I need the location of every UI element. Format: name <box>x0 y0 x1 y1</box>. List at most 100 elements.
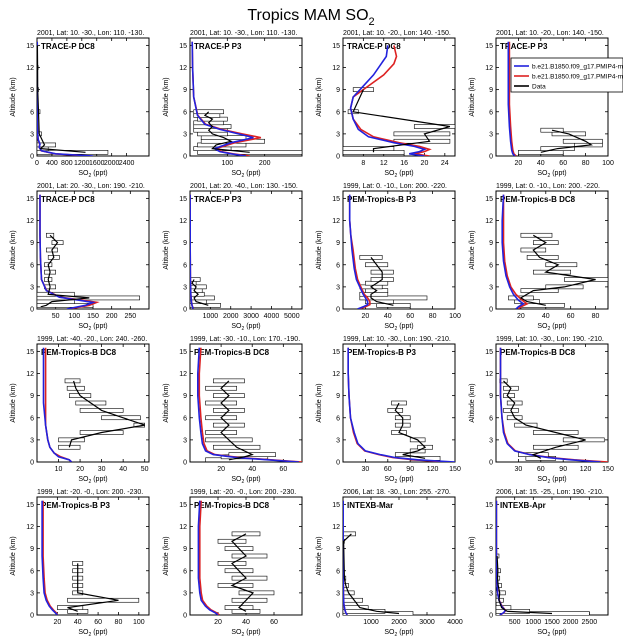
obs-data-line <box>40 234 90 308</box>
x-axis-label-main: SO <box>78 323 89 330</box>
y-axis-label: Altitude (km) <box>10 77 17 116</box>
x-axis-label-main: SO <box>78 629 89 636</box>
obs-data-line <box>503 380 586 459</box>
x-tick-label: 2000 <box>223 313 239 320</box>
x-tick-label: 50 <box>52 313 60 320</box>
y-tick-label: 0 <box>30 307 34 314</box>
x-tick-label: 80 <box>429 313 437 320</box>
obs-error-box <box>359 255 383 260</box>
model-blue-line <box>507 41 516 156</box>
model-blue-line <box>197 500 219 615</box>
x-tick-label: 20 <box>362 313 370 320</box>
x-tick-label: 5000 <box>284 313 300 320</box>
y-tick-label: 3 <box>30 590 34 597</box>
y-tick-label: 12 <box>26 371 34 378</box>
obs-error-box <box>393 131 451 137</box>
x-tick-label: 100 <box>602 160 614 167</box>
x-axis-label-main: SO <box>78 476 89 483</box>
panel-header: 2001, Lat: 10. -30., Lon: 110. -130. <box>190 30 297 37</box>
obs-error-box <box>46 232 55 238</box>
x-axis-label-unit: (ppt) <box>244 629 260 636</box>
x-tick-label: 60 <box>406 313 414 320</box>
x-axis-label: SO2 (ppt) <box>384 170 413 179</box>
x-axis-label-subscript: 2 <box>395 479 398 485</box>
y-tick-label: 15 <box>179 349 187 356</box>
x-axis-label-main: SO <box>231 323 242 330</box>
obs-error-box <box>343 605 369 610</box>
obs-error-box <box>533 269 571 275</box>
x-tick-label: 2000 <box>563 619 579 626</box>
panel-plot-area <box>197 347 302 462</box>
panel-plot-area <box>42 347 145 462</box>
y-tick-label: 0 <box>489 154 493 161</box>
y-tick-label: 0 <box>30 613 34 620</box>
panel-label: TRACE-P P3 <box>194 42 242 51</box>
y-tick-label: 12 <box>26 65 34 72</box>
x-axis-label-main: SO <box>231 170 242 177</box>
y-tick-label: 12 <box>179 371 187 378</box>
y-tick-label: 15 <box>332 502 340 509</box>
x-axis-label: SO2 (ppt) <box>537 476 566 485</box>
x-axis-label-main: SO <box>231 629 242 636</box>
panel-header: 2001, Lat: 20. -40., Lon: 130. -150. <box>190 183 298 190</box>
panel-13: 1999, Lat: -20. -0., Lon: 200. -230. PEM-… <box>10 489 150 638</box>
y-tick-label: 9 <box>489 240 493 247</box>
x-axis-label-subscript: 2 <box>548 326 551 332</box>
x-axis-label-unit: (ppt) <box>397 476 413 483</box>
panel-plot-area <box>507 41 603 156</box>
x-axis-label-main: SO <box>384 629 395 636</box>
x-tick-label: 4000 <box>447 619 463 626</box>
panel-label: PEM-Tropics-B P3 <box>41 501 110 510</box>
x-tick-label: 24 <box>441 160 449 167</box>
panel-label: TRACE-P DC8 <box>41 195 95 204</box>
x-tick-label: 2000 <box>104 160 120 167</box>
y-tick-label: 6 <box>30 415 34 422</box>
panel-header: 1999, Lat: 0. -10., Lon: 200. -220. <box>343 183 447 190</box>
x-axis-label-main: SO <box>537 170 548 177</box>
x-axis-label: SO2 (ppt) <box>231 629 260 638</box>
y-tick-label: 0 <box>30 460 34 467</box>
x-tick-label: 80 <box>592 313 600 320</box>
x-axis-label: SO2 (ppt) <box>78 476 107 485</box>
legend: b.e21.B1850.f09_g17.PMIP4-midHolo b.e21.B… <box>510 57 623 93</box>
x-tick-label: 20 <box>515 160 523 167</box>
panel-plot-area <box>190 194 221 309</box>
y-tick-label: 12 <box>332 218 340 225</box>
y-tick-label: 15 <box>26 43 34 50</box>
y-tick-label: 12 <box>485 65 493 72</box>
y-tick-label: 12 <box>332 371 340 378</box>
x-tick-label: 200 <box>106 313 118 320</box>
panel-frame <box>342 343 456 463</box>
x-axis-label-main: SO <box>384 476 395 483</box>
x-tick-label: 1500 <box>544 619 560 626</box>
panel-14: 1999, Lat: -20. -0., Lon: 200. -230. PEM-… <box>163 489 303 638</box>
y-tick-label: 0 <box>336 460 340 467</box>
panel-header: 2001, Lat: 10. -20., Lon: 140. -150. <box>496 30 604 37</box>
panel-label: TRACE-P P3 <box>194 195 242 204</box>
x-tick-label: 100 <box>221 160 233 167</box>
x-axis-label-unit: (ppt) <box>244 323 260 330</box>
x-tick-label: 30 <box>515 466 523 473</box>
y-tick-label: 15 <box>179 43 187 50</box>
x-axis-label-main: SO <box>78 170 89 177</box>
x-tick-label: 60 <box>270 619 278 626</box>
panel-12: 1999, Lat: 10. -30., Lon: 190. -210. PEM-… <box>469 336 614 485</box>
y-axis-label: Altitude (km) <box>10 383 17 422</box>
panel-frame <box>36 343 150 463</box>
y-tick-label: 3 <box>336 590 340 597</box>
y-axis-label: Altitude (km) <box>163 77 170 116</box>
y-tick-label: 6 <box>336 109 340 116</box>
obs-error-box <box>526 255 559 260</box>
x-tick-label: 40 <box>542 313 550 320</box>
x-axis-label-unit: (ppt) <box>91 170 107 177</box>
y-axis-label: Altitude (km) <box>316 383 323 422</box>
x-axis-label-subscript: 2 <box>548 632 551 638</box>
y-tick-label: 6 <box>183 415 187 422</box>
x-tick-label: 1000 <box>526 619 542 626</box>
obs-error-box <box>231 575 268 581</box>
obs-error-box <box>343 146 395 151</box>
obs-error-box <box>190 284 207 290</box>
y-tick-label: 3 <box>30 284 34 291</box>
y-axis-label: Altitude (km) <box>163 230 170 269</box>
obs-error-box <box>359 295 428 301</box>
